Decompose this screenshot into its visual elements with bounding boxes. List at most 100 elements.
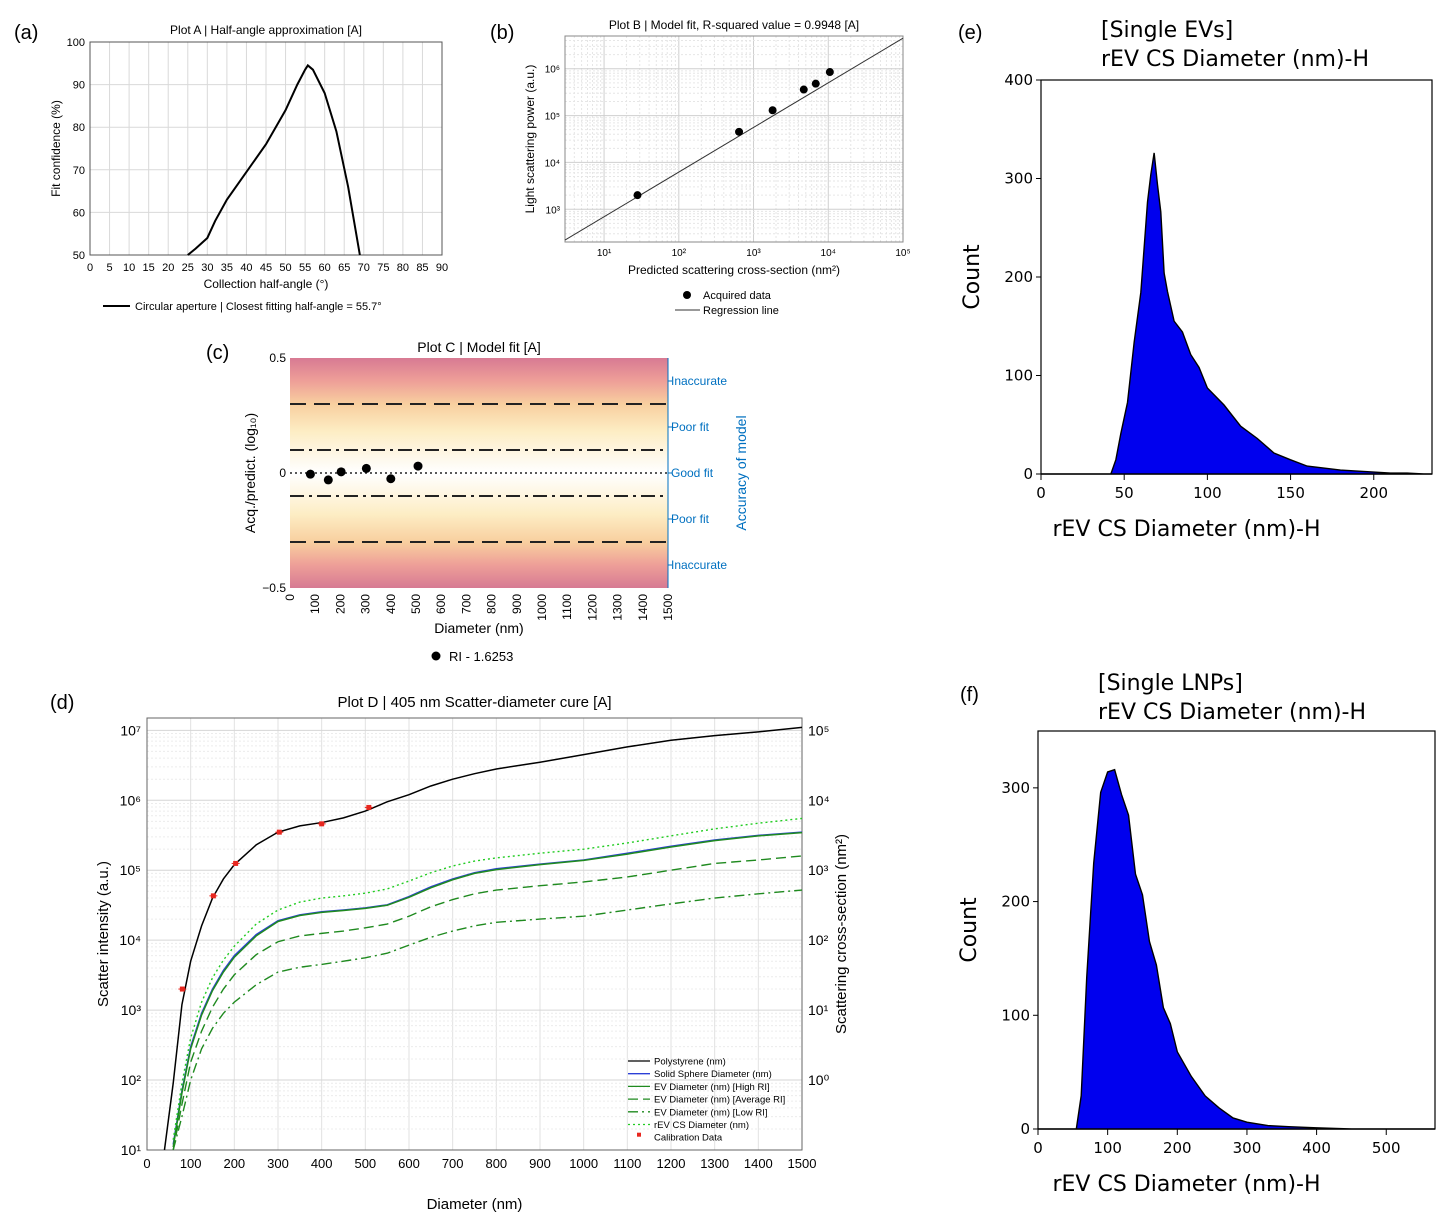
x-tick-label: 400 [311,1156,333,1171]
data-point [386,474,396,484]
plot-frame [564,35,904,243]
y-tick-label: 200 [1001,893,1030,911]
series-line-polystyrene [163,726,803,1151]
y2-tick-label: 10¹ [808,1002,829,1018]
x-tick-label: 100 [1093,1139,1122,1157]
legend-label: rEV CS Diameter (nm) [654,1120,749,1131]
x-tick-label: 100 [1193,484,1222,502]
x-tick-label: 40 [240,262,252,274]
x-axis-label: Collection half-angle (°) [204,277,329,291]
plot-frame [1040,79,1433,475]
x-tick-label: 200 [223,1156,245,1171]
y-tick-label: 100 [67,37,85,49]
y-tick-label: 0 [1023,465,1033,483]
calibration-point [366,804,372,810]
y-tick-label: 50 [73,250,85,262]
data-point [361,463,371,473]
y-tick-label: 10⁷ [120,722,141,738]
y-tick-label: 100 [1004,367,1033,385]
x-tick-label: 80 [397,262,409,274]
legend-label: Calibration Data [654,1133,723,1144]
chart-title: Plot D | 405 nm Scatter-diameter cure [A… [337,694,611,711]
chart-title: [Single LNPs] [1098,671,1243,696]
x-tick-label: 1300 [700,1156,729,1171]
y-tick-label: 60 [73,207,85,219]
data-point [336,467,346,477]
y-tick-label: 10² [121,1072,142,1088]
x-tick-label: 1200 [657,1156,686,1171]
plot-f: [Single LNPs] rEV CS Diameter (nm)-H 0 100 2… [957,671,1436,1197]
y2-tick-label: 10⁵ [808,722,829,738]
y-tick-label: 400 [1004,71,1033,89]
y2-axis-label: Accuracy of model [733,415,749,530]
data-point [825,68,834,77]
plot-e: [Single EVs] rEV CS Diameter (nm)-H 0 50 100… [960,18,1433,542]
legend-label: EV Diameter (nm) [High RI] [654,1082,770,1093]
x-tick-label: 600 [434,594,448,614]
panel-label-b: (b) [490,22,515,44]
x-tick-label: 35 [221,262,233,274]
x-tick-label: 200 [1163,1139,1192,1157]
accuracy-label: Inaccurate [671,374,727,388]
panel-label-c: (c) [206,342,230,364]
x-tick-label: 10 [123,262,135,274]
y-tick-label: 10⁵ [545,112,560,123]
y-tick-label: 0.5 [269,351,286,365]
y-tick-label: 0 [1020,1120,1030,1138]
legend-label: EV Diameter (nm) [Low RI] [654,1107,768,1118]
x-tick-label: 50 [279,262,291,274]
panel-label-f: (f) [960,684,979,706]
x-tick-label: 150 [1276,484,1305,502]
y-tick-label: 100 [1001,1006,1030,1024]
y-tick-label: 90 [73,80,85,92]
x-tick-label: 1500 [788,1156,817,1171]
data-point [735,127,744,136]
x-tick-label: 0 [1036,484,1046,502]
series-line-ev-low-ri [172,889,803,1151]
plot-frame [146,717,803,1151]
y-tick-label: 0 [279,466,286,480]
x-tick-label: 300 [1233,1139,1262,1157]
y-tick-label: 300 [1001,779,1030,797]
x-tick-label: 900 [529,1156,551,1171]
calibration-point [319,821,325,827]
series-line-ev-high-ri [172,831,803,1148]
y-tick-label: 10¹ [121,1142,142,1158]
x-tick-label: 60 [319,262,331,274]
x-tick-label: 10² [672,248,687,259]
histogram-area [1041,152,1432,475]
y-axis-label: Acq./predict. (log₁₀) [242,413,258,533]
accuracy-label: Good fit [671,466,714,480]
y-tick-label: 10⁴ [119,932,141,948]
chart-title: Plot A | Half-angle approximation [A] [170,23,362,37]
y-tick-label: 10⁶ [120,792,141,808]
series-line-rev-cs [172,817,803,1140]
y-axis-label: Scatter intensity (a.u.) [95,861,112,1007]
x-tick-label: 0 [283,594,297,601]
x-tick-label: 70 [358,262,370,274]
legend-label: Solid Sphere Diameter (nm) [654,1069,772,1080]
y2-tick-label: 10⁴ [808,792,830,808]
calibration-point [210,893,216,899]
x-tick-label: 1100 [560,594,574,620]
data-point [323,475,333,485]
series-line-ev-average-ri [172,855,803,1151]
x-tick-label: 600 [398,1156,420,1171]
y-axis-label: Count [960,244,985,310]
x-tick-label: 10¹ [597,248,612,259]
x-tick-label: 500 [409,594,423,614]
x-tick-label: 800 [485,594,499,614]
y2-tick-label: 10⁰ [808,1072,830,1088]
x-tick-label: 85 [416,262,428,274]
x-tick-label: 1500 [661,594,675,621]
series-line-circular-aperture [187,63,361,256]
x-tick-label: 300 [359,594,373,614]
legend-marker [637,1132,641,1137]
y-tick-label: 10³ [121,1002,142,1018]
chart-subtitle: rEV CS Diameter (nm)-H [1098,700,1366,725]
data-point [799,85,808,94]
regression-line [564,37,904,241]
x-tick-label: 800 [485,1156,507,1171]
x-axis-label: Diameter (nm) [427,1196,523,1213]
x-tick-label: 45 [260,262,272,274]
